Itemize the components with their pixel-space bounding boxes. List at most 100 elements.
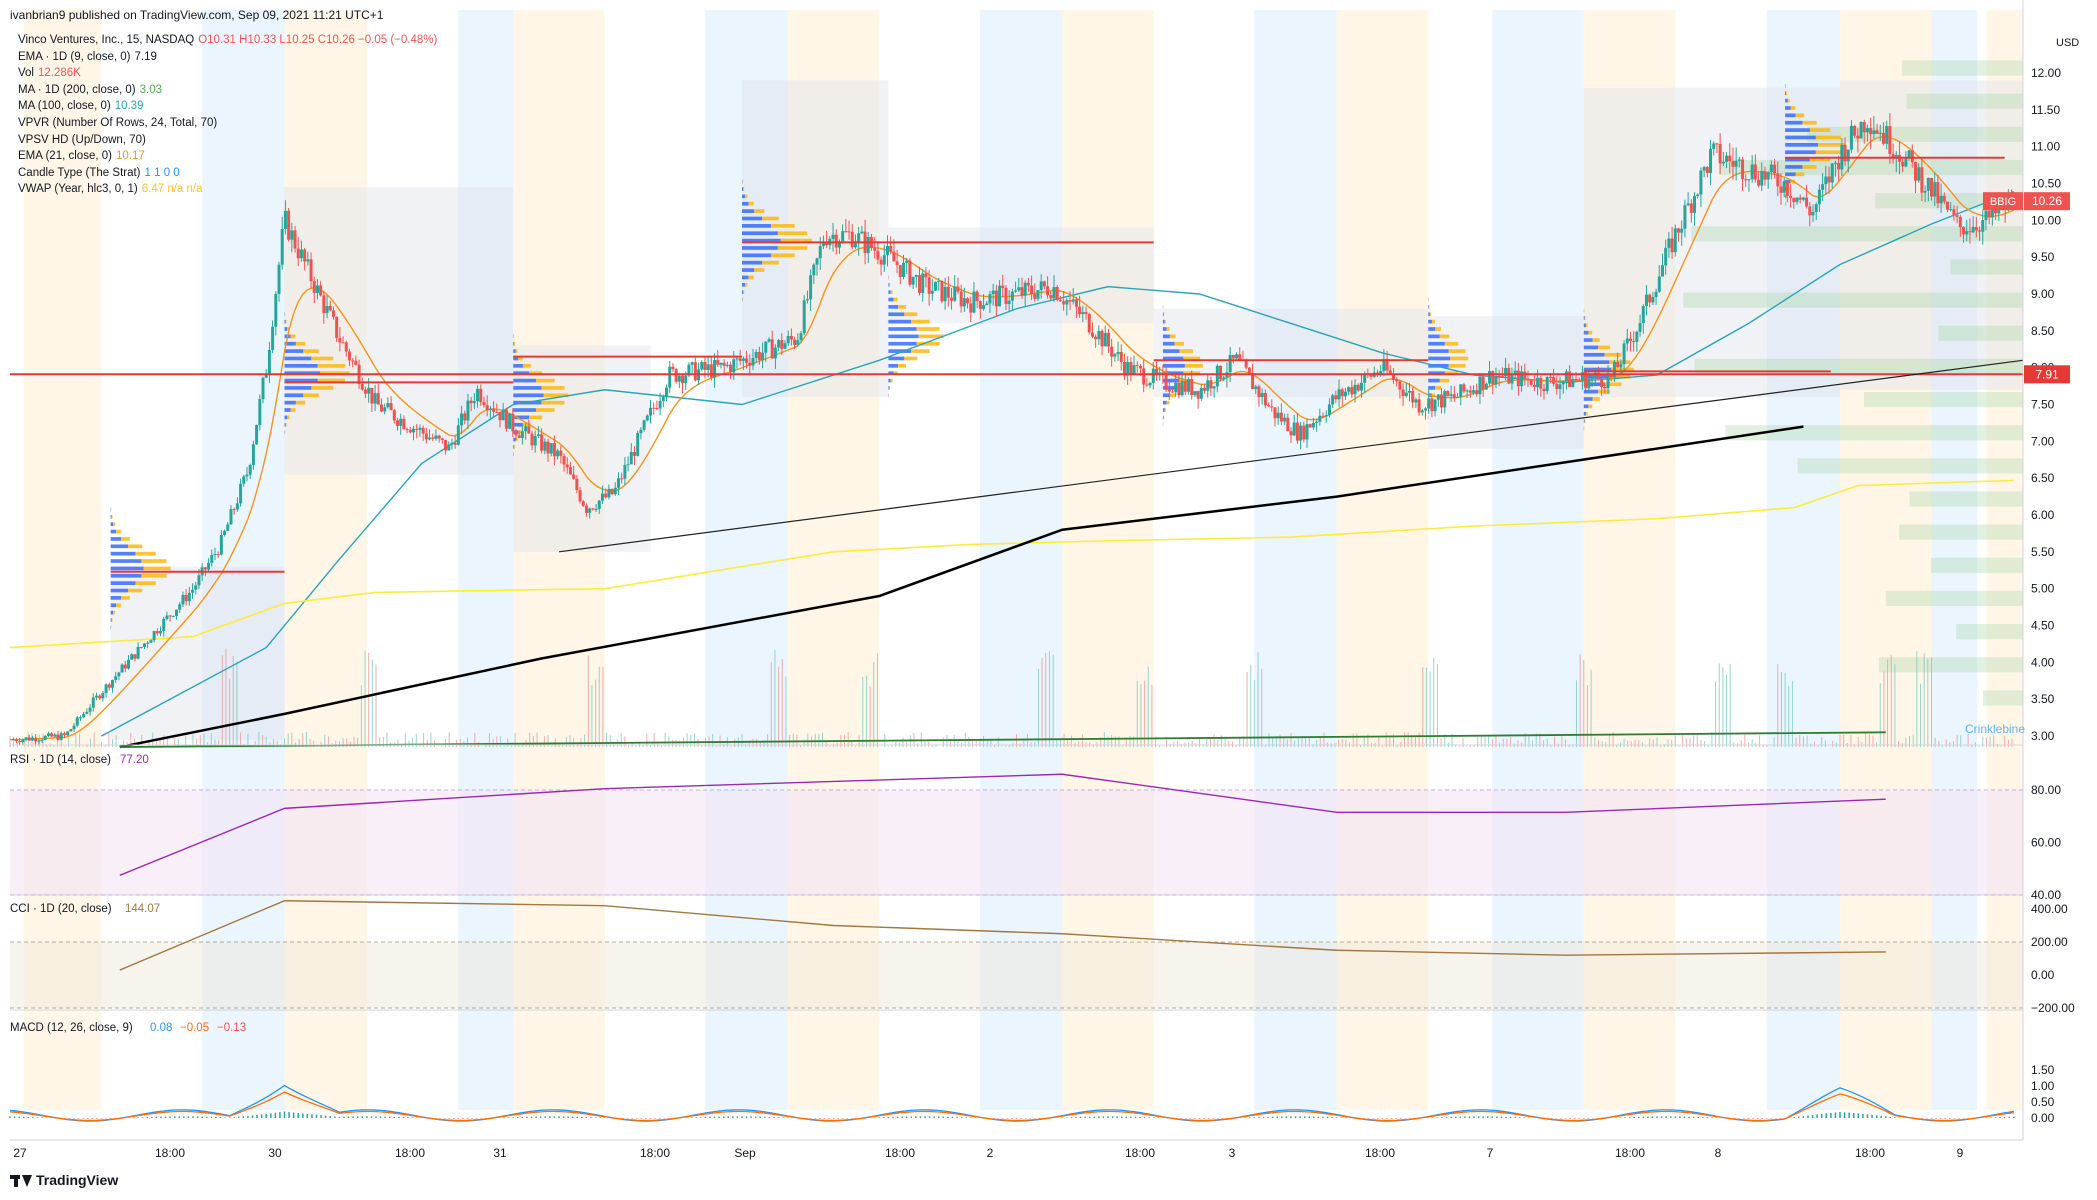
legend-row[interactable]: MA (100, close, 0) 10.39 (18, 100, 143, 112)
profile-bar-up (742, 209, 755, 213)
candle-body (1660, 265, 1664, 277)
legend-row[interactable]: VPVR (Number Of Rows, 24, Total, 70) (18, 117, 217, 129)
candle-body (1062, 301, 1066, 305)
legend-row[interactable]: EMA · 1D (9, close, 0) 7.19 (18, 51, 157, 63)
candle-body (1510, 373, 1514, 384)
volume-profile-block (284, 187, 514, 475)
candle-body (857, 233, 861, 244)
candle-body (677, 375, 681, 382)
candle-body (1260, 393, 1264, 398)
candle-body (139, 646, 143, 648)
profile-bar-down (1444, 341, 1459, 346)
vpvr-row (1691, 226, 2023, 242)
candle-body (1542, 388, 1546, 392)
profile-bar-up (742, 224, 771, 228)
profile-bar-down (1588, 330, 1593, 335)
candle-body (213, 554, 217, 556)
candle-body (335, 316, 339, 338)
candle-body (1933, 182, 1937, 197)
candle-body (591, 508, 595, 510)
candle-body (472, 401, 476, 404)
legend-row[interactable]: EMA (21, close, 0) 10.17 (18, 150, 145, 162)
candle-body (991, 290, 995, 295)
profile-bar-up (513, 408, 536, 412)
candle-body (837, 241, 841, 248)
candle-body (1331, 395, 1335, 405)
candle-body (1561, 381, 1565, 385)
candle-body (1215, 365, 1219, 387)
price-tick-label: 8.50 (2031, 324, 2055, 338)
profile-bar-up (1162, 349, 1180, 353)
candle-body (1516, 370, 1520, 387)
candle-body (1878, 132, 1882, 134)
candle-body (508, 413, 512, 429)
candle-body (267, 349, 271, 374)
candle-body (1789, 195, 1793, 198)
candle-body (1478, 376, 1482, 395)
candle-body (1990, 204, 1994, 218)
profile-bar-down (744, 194, 748, 199)
candle-body (703, 361, 707, 370)
candle-body (1004, 287, 1008, 304)
candle-body (1750, 164, 1754, 180)
profile-bar-down (541, 400, 565, 405)
legend-row[interactable]: MA · 1D (200, close, 0) 3.03 (18, 84, 162, 96)
profile-bar-up (513, 356, 519, 361)
candle-body (1151, 368, 1155, 383)
candle-body (1132, 365, 1136, 375)
candle-body (1145, 384, 1149, 386)
candle-body (1161, 372, 1165, 374)
legend-row[interactable]: Vol 12.286K (18, 67, 81, 79)
candle-body (107, 684, 111, 688)
candle-body (1292, 422, 1296, 436)
profile-bar-up (1162, 356, 1184, 361)
candle-body (1401, 389, 1405, 396)
candle-body (783, 343, 787, 349)
candle-body (1712, 143, 1716, 149)
profile-bar-down (1448, 349, 1466, 353)
candle-body (853, 243, 857, 248)
candle-body (251, 444, 255, 466)
candle-body (78, 717, 82, 719)
candle-body (652, 407, 656, 409)
candle-body (821, 242, 825, 247)
candle-body (184, 594, 188, 602)
legend-row[interactable]: Vinco Ventures, Inc., 15, NASDAQ O10.31 H… (18, 34, 437, 46)
candle-body (1347, 387, 1351, 392)
legend-name: VPVR (Number Of Rows, 24, Total, 70) (18, 117, 218, 129)
candle-body (242, 476, 246, 484)
profile-bar-up (284, 319, 286, 324)
candle-body (1785, 181, 1789, 196)
candle-body (1148, 382, 1152, 386)
profile-bar-up (888, 312, 905, 317)
profile-bar-down (1588, 404, 1593, 409)
candle-body (43, 735, 47, 740)
legend-row[interactable]: Candle Type (The Strat) 1 1 0 0 (18, 167, 180, 179)
price-tick-label: 9.00 (2031, 287, 2055, 301)
profile-bar-up (1785, 142, 1819, 147)
profile-bar-down (889, 386, 891, 390)
candle-body (572, 474, 576, 479)
profile-bar-down (1431, 393, 1435, 398)
profile-bar-up (1428, 356, 1451, 361)
candle-body (46, 733, 50, 736)
profile-bar-up (742, 275, 749, 280)
candle-body (91, 697, 95, 708)
candle-body (62, 733, 66, 736)
candle-body (1529, 379, 1533, 385)
profile-bar-down (1166, 327, 1170, 331)
vpvr-row (1878, 657, 2023, 673)
profile-bar-down (1435, 386, 1442, 390)
profile-bar-up (284, 349, 304, 353)
candle-body (130, 654, 134, 660)
candle-body (1497, 375, 1501, 377)
legend-row[interactable]: VPSV HD (Up/Down, 70) (18, 134, 146, 146)
candle-body (447, 444, 451, 451)
candle-body (777, 340, 781, 348)
axes: USD 12.00 11.50 11.00 10.50 10.00 9.50 9.00 8.50… (10, 0, 2079, 1160)
candle-body (511, 413, 515, 432)
tradingview-brand[interactable]: TradingView (10, 1172, 118, 1188)
legend-row[interactable]: VWAP (Year, hlc3, 0, 1) 6.47 n/a n/a (18, 183, 203, 195)
candle-body (1628, 338, 1632, 341)
